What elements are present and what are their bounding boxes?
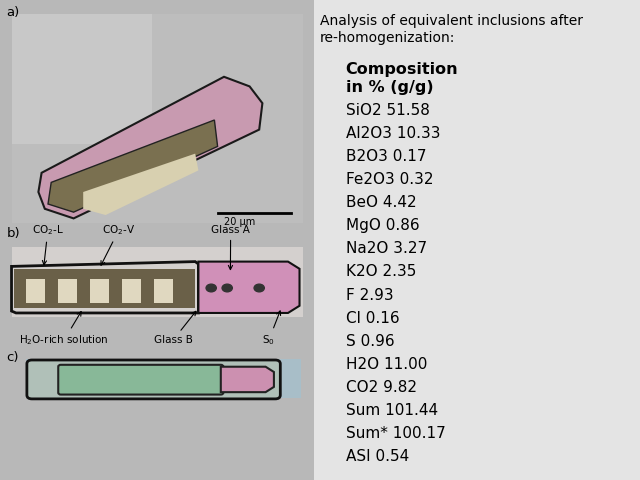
Bar [58,279,77,303]
Text: F 2.93: F 2.93 [346,288,393,302]
Text: K2O 2.35: K2O 2.35 [346,264,416,279]
Text: CO$_2$-L: CO$_2$-L [32,223,64,265]
Text: Na2O 3.27: Na2O 3.27 [346,241,427,256]
Bar [122,279,141,303]
Polygon shape [48,120,218,212]
Text: Cl 0.16: Cl 0.16 [346,311,399,325]
Bar [312,0,640,480]
Text: Glass A: Glass A [211,225,250,270]
Bar [90,279,109,303]
Polygon shape [221,367,274,392]
Text: Fe2O3 0.32: Fe2O3 0.32 [346,172,433,187]
Text: Sum* 100.17: Sum* 100.17 [346,426,445,441]
Text: S 0.96: S 0.96 [346,334,394,348]
Bar [26,359,301,398]
Circle shape [254,284,264,292]
FancyBboxPatch shape [58,365,223,395]
Text: b): b) [6,227,20,240]
Text: 20 μm: 20 μm [224,217,255,227]
Polygon shape [198,262,300,313]
Bar [12,14,303,223]
Text: Sum 101.44: Sum 101.44 [346,403,438,418]
Bar [0,0,314,480]
Text: MgO 0.86: MgO 0.86 [346,218,419,233]
Text: ASI 0.54: ASI 0.54 [346,449,409,464]
Text: H$_2$O-rich solution: H$_2$O-rich solution [19,312,109,347]
Text: S$_0$: S$_0$ [262,311,280,347]
Text: BeO 4.42: BeO 4.42 [346,195,416,210]
FancyBboxPatch shape [27,360,280,399]
Text: CO$_2$-V: CO$_2$-V [101,223,136,265]
Bar [154,279,173,303]
Text: a): a) [6,6,20,19]
Bar [12,14,152,144]
Bar [12,247,303,317]
Text: SiO2 51.58: SiO2 51.58 [346,103,429,118]
Text: CO2 9.82: CO2 9.82 [346,380,417,395]
Polygon shape [38,77,262,218]
Polygon shape [83,154,198,215]
Text: Composition
in % (g/g): Composition in % (g/g) [346,62,458,95]
Text: Analysis of equivalent inclusions after
re-homogenization:: Analysis of equivalent inclusions after … [320,14,583,45]
Text: Al2O3 10.33: Al2O3 10.33 [346,126,440,141]
Text: c): c) [6,351,19,364]
Circle shape [222,284,232,292]
Text: B2O3 0.17: B2O3 0.17 [346,149,426,164]
Bar [26,279,45,303]
Text: Glass B: Glass B [154,312,196,345]
Circle shape [206,284,216,292]
Text: H2O 11.00: H2O 11.00 [346,357,427,372]
Bar [14,269,195,308]
